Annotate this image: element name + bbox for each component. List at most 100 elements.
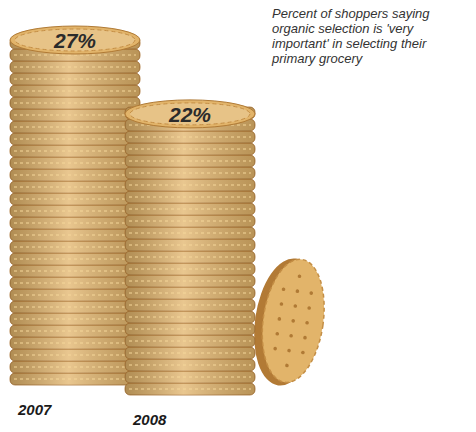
cracker	[125, 383, 255, 395]
data-label: 27%	[53, 29, 96, 52]
cracker	[10, 205, 140, 217]
cracker-shade	[10, 169, 140, 181]
cracker-ridge	[14, 223, 136, 224]
cracker	[125, 371, 255, 383]
cracker-ridge	[14, 211, 136, 212]
decor-cracker-hole	[297, 274, 301, 278]
chart-title: Percent of shoppers sayingorganic select…	[271, 6, 430, 66]
cracker	[125, 335, 255, 347]
cracker-shade	[10, 205, 140, 217]
decor-cracker-face	[255, 255, 332, 386]
cracker-ridge	[14, 127, 136, 128]
cracker	[10, 109, 140, 121]
cracker-shade	[125, 227, 255, 239]
cracker-ridge	[14, 175, 136, 176]
stack-top-face	[125, 100, 255, 128]
decor-cracker-hole	[295, 289, 299, 293]
cracker	[10, 253, 140, 265]
cracker	[125, 299, 255, 311]
bar-stack	[10, 26, 140, 385]
cracker-ridge	[14, 91, 136, 92]
decor-cracker-hole	[305, 321, 309, 325]
title-line: important' in selecting their	[272, 36, 427, 51]
cracker	[10, 217, 140, 229]
cracker	[10, 337, 140, 349]
cracker-shade	[10, 61, 140, 73]
decor-cracker-hole	[285, 363, 289, 367]
cracker	[10, 145, 140, 157]
cracker-shade	[125, 179, 255, 191]
stack-top-rim	[130, 103, 250, 125]
cracker	[125, 155, 255, 167]
cracker	[10, 301, 140, 313]
cracker-ridge	[14, 295, 136, 296]
cracker-ridge	[14, 55, 136, 56]
cracker-shade	[10, 73, 140, 85]
cracker-ridge	[14, 103, 136, 104]
cracker-ridge	[129, 317, 251, 318]
cracker-shade	[10, 121, 140, 133]
cracker-shade	[125, 299, 255, 311]
decor-cracker-hole	[275, 332, 279, 336]
cracker-ridge	[129, 185, 251, 186]
cracker-shade	[10, 253, 140, 265]
cracker	[10, 193, 140, 205]
cracker-shade	[10, 313, 140, 325]
data-label: 22%	[168, 103, 211, 126]
cracker-shade	[125, 323, 255, 335]
cracker-ridge	[129, 281, 251, 282]
cracker	[10, 277, 140, 289]
cracker-shade	[10, 97, 140, 109]
cracker-ridge	[129, 257, 251, 258]
cracker	[125, 323, 255, 335]
cracker	[125, 131, 255, 143]
cracker	[10, 373, 140, 385]
cracker-shade	[125, 371, 255, 383]
cracker-shade	[10, 229, 140, 241]
cracker-shade	[10, 265, 140, 277]
cracker	[125, 359, 255, 371]
cracker-ridge	[14, 283, 136, 284]
cracker-shade	[10, 349, 140, 361]
cracker	[10, 229, 140, 241]
cracker-ridge	[14, 79, 136, 80]
cracker	[125, 167, 255, 179]
cracker-shade	[125, 191, 255, 203]
category-label: 2007	[17, 401, 52, 418]
cracker-shade	[10, 217, 140, 229]
cracker-ridge	[14, 199, 136, 200]
cracker-shade	[125, 263, 255, 275]
cracker	[125, 215, 255, 227]
cracker-shade	[125, 215, 255, 227]
cracker	[10, 289, 140, 301]
cracker	[10, 133, 140, 145]
cracker-shade	[125, 131, 255, 143]
cracker-shade	[125, 203, 255, 215]
cracker-shade	[125, 335, 255, 347]
cracker-ridge	[14, 187, 136, 188]
cracker-shade	[125, 167, 255, 179]
decor-cracker-hole	[293, 304, 297, 308]
decor-cracker-hole	[307, 306, 311, 310]
cracker-shade	[10, 337, 140, 349]
cracker-shade	[10, 145, 140, 157]
cracker	[125, 287, 255, 299]
cracker-shade	[125, 275, 255, 287]
cracker-ridge	[129, 377, 251, 378]
cracker-shade	[125, 143, 255, 155]
cracker-ridge	[129, 305, 251, 306]
cracker	[10, 349, 140, 361]
cracker-ridge	[129, 233, 251, 234]
cracker	[125, 275, 255, 287]
cracker-shade	[10, 301, 140, 313]
cracker-ridge	[129, 293, 251, 294]
cracker	[10, 85, 140, 97]
cracker	[125, 239, 255, 251]
cracker-ridge	[14, 115, 136, 116]
category-label: 2008	[132, 411, 167, 428]
cracker-shade	[10, 133, 140, 145]
cracker	[125, 311, 255, 323]
cracker-ridge	[14, 319, 136, 320]
cracker-shade	[10, 289, 140, 301]
cracker-shade	[10, 361, 140, 373]
